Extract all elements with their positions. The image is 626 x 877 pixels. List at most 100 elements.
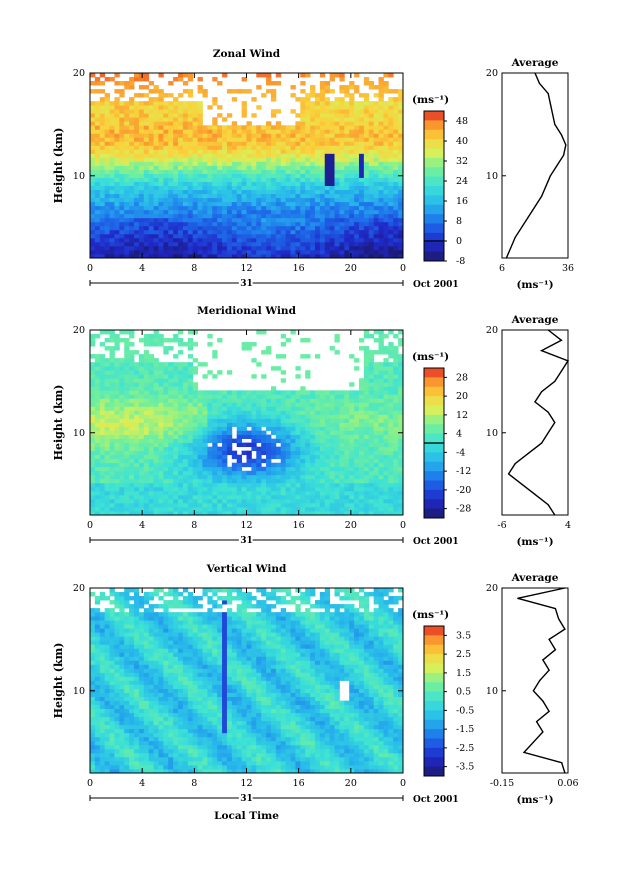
heatmap-cell (202, 206, 207, 210)
heatmap-cell (393, 418, 398, 422)
heatmap-cell (183, 89, 188, 93)
heatmap-cell (105, 178, 110, 182)
heatmap-cell (330, 101, 335, 105)
heatmap-cell (315, 109, 320, 113)
heatmap-cell (276, 491, 281, 495)
heatmap-cell (110, 427, 115, 431)
heatmap-cell (300, 427, 305, 431)
heatmap-cell (183, 382, 188, 386)
heatmap-cell (261, 447, 266, 451)
heatmap-cell (183, 491, 188, 495)
heatmap-cell (217, 414, 222, 418)
heatmap-cell (110, 161, 115, 165)
heatmap-cell (320, 210, 325, 214)
heatmap-cell (114, 499, 119, 503)
heatmap-cell (119, 443, 124, 447)
heatmap-cell (320, 471, 325, 475)
heatmap-cell (119, 402, 124, 406)
heatmap-cell (198, 121, 203, 125)
heatmap-cell (261, 93, 266, 97)
heatmap-cell (266, 194, 271, 198)
heatmap-cell (129, 125, 134, 129)
heatmap-cell (90, 435, 95, 439)
heatmap-cell (129, 174, 134, 178)
heatmap-cell (383, 246, 388, 250)
heatmap-cell (95, 202, 100, 206)
heatmap-cell (251, 463, 256, 467)
heatmap-cell (320, 230, 325, 234)
heatmap-cell (154, 374, 159, 378)
heatmap-cell (173, 499, 178, 503)
heatmap-cell (305, 491, 310, 495)
heatmap-cell (114, 346, 119, 350)
heatmap-cell (369, 491, 374, 495)
heatmap-cell (281, 483, 286, 487)
heatmap-cell (300, 439, 305, 443)
heatmap-cell (144, 471, 149, 475)
heatmap-cell (105, 129, 110, 133)
heatmap-cell (359, 406, 364, 410)
heatmap-cell (271, 109, 276, 113)
heatmap-cell (325, 230, 330, 234)
heatmap-cell (325, 479, 330, 483)
heatmap-cell (119, 390, 124, 394)
heatmap-cell (286, 435, 291, 439)
heatmap-cell (144, 206, 149, 210)
profile-point (528, 216, 529, 217)
heatmap-cell (281, 495, 286, 499)
heatmap-cell (139, 354, 144, 358)
heatmap-cell (178, 406, 183, 410)
heatmap-cell (232, 161, 237, 165)
heatmap-cell (344, 447, 349, 451)
heatmap-cell (276, 354, 281, 358)
heatmap-cell (154, 238, 159, 242)
heatmap-cell (379, 137, 384, 141)
heatmap-cell (330, 190, 335, 194)
heatmap-cell (256, 398, 261, 402)
heatmap-cell (344, 206, 349, 210)
heatmap-cell (222, 210, 227, 214)
heatmap-cell (349, 93, 354, 97)
heatmap-cell (193, 222, 198, 226)
heatmap-cell (139, 218, 144, 222)
heatmap-cell (212, 182, 217, 186)
heatmap-cell (124, 402, 129, 406)
heatmap-cell (100, 463, 105, 467)
heatmap-cell (305, 166, 310, 170)
heatmap-cell (158, 435, 163, 439)
heatmap-cell (276, 250, 281, 254)
heatmap-cell (119, 93, 124, 97)
heatmap-cell (134, 507, 139, 511)
heatmap-cell (349, 398, 354, 402)
heatmap-cell (242, 479, 247, 483)
heatmap-cell (349, 214, 354, 218)
heatmap-cell (168, 418, 173, 422)
heatmap-cell (95, 386, 100, 390)
heatmap-cell (261, 218, 266, 222)
heatmap-cell (173, 210, 178, 214)
heatmap-cell (158, 170, 163, 174)
heatmap-cell (105, 210, 110, 214)
heatmap-cell (212, 374, 217, 378)
heatmap-cell (222, 414, 227, 418)
heatmap-cell (134, 366, 139, 370)
heatmap-cell (374, 471, 379, 475)
heatmap-cell (379, 109, 384, 113)
heatmap-cell (364, 93, 369, 97)
heatmap-cell (173, 447, 178, 451)
heatmap-cell (163, 105, 168, 109)
heatmap-cell (110, 117, 115, 121)
heatmap-cell (325, 394, 330, 398)
heatmap-cell (374, 238, 379, 242)
heatmap-cell (232, 479, 237, 483)
heatmap-cell (110, 338, 115, 342)
heatmap-cell (344, 178, 349, 182)
heatmap-cell (310, 230, 315, 234)
heatmap-cell (379, 190, 384, 194)
heatmap-cell (339, 198, 344, 202)
heatmap-cell (300, 410, 305, 414)
heatmap-cell (173, 507, 178, 511)
heatmap-cell (158, 105, 163, 109)
heatmap-cell (300, 234, 305, 238)
heatmap-cell (149, 246, 154, 250)
